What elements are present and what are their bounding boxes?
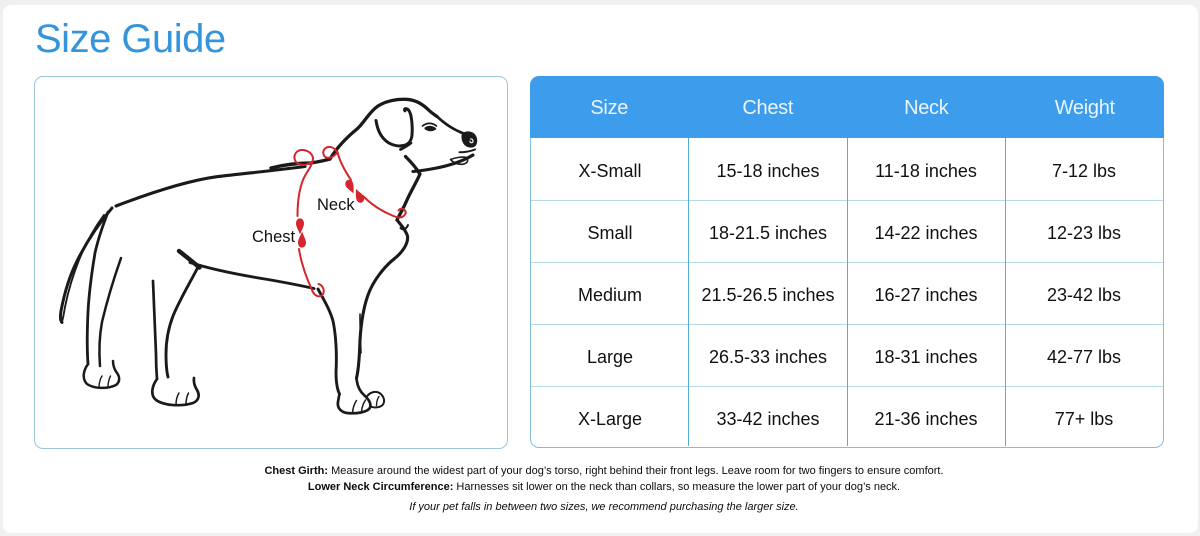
svg-text:Neck: Neck	[317, 196, 355, 214]
svg-text:Chest: Chest	[252, 228, 296, 246]
